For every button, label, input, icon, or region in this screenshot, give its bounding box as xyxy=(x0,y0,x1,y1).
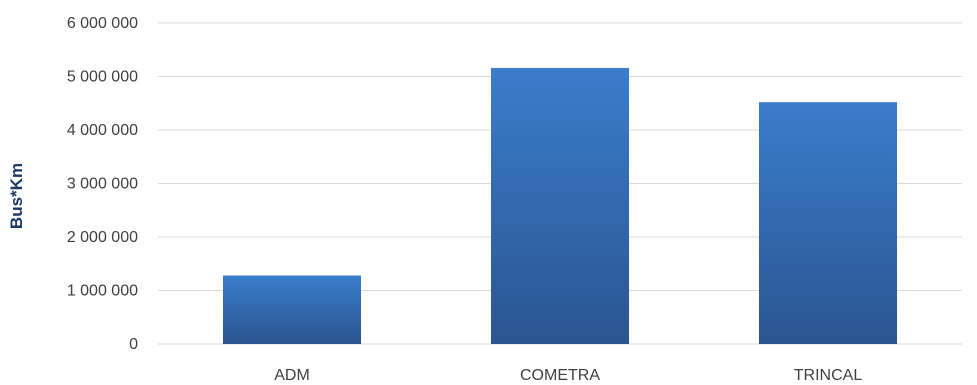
y-axis-title: Bus*Km xyxy=(7,163,26,229)
y-tick-label: 5 000 000 xyxy=(67,69,138,86)
x-axis-categories: ADM COMETRA TRINCAL xyxy=(274,367,862,384)
y-tick-label: 1 000 000 xyxy=(67,283,138,300)
y-axis-ticks: 0 1 000 000 2 000 000 3 000 000 4 000 000 5 0… xyxy=(67,15,138,353)
bars xyxy=(223,67,897,345)
y-tick-label: 4 000 000 xyxy=(67,122,138,139)
x-category-label: TRINCAL xyxy=(794,367,863,384)
y-tick-label: 2 000 000 xyxy=(67,229,138,246)
x-category-label: ADM xyxy=(274,367,310,384)
bar-trincal xyxy=(759,102,897,345)
y-tick-label: 6 000 000 xyxy=(67,15,138,32)
y-tick-label: 0 xyxy=(129,336,138,353)
bar-adm xyxy=(223,275,361,344)
y-tick-label: 3 000 000 xyxy=(67,176,138,193)
bar-cometra xyxy=(491,67,629,344)
x-category-label: COMETRA xyxy=(520,367,600,384)
